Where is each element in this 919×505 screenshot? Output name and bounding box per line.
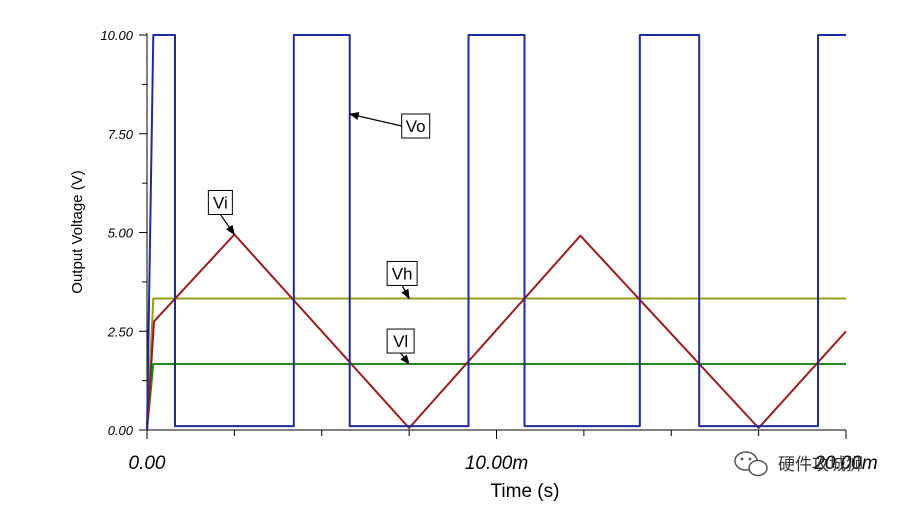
annotation-vl: Vl	[386, 328, 415, 365]
watermark: 硬件攻城狮	[734, 451, 863, 477]
axes: 0.00 2.50 5.00 7.50 10.00 0.00 10.00m 20.00m	[100, 28, 877, 474]
annotation-box	[401, 113, 431, 139]
annotation-vi: Vi	[207, 189, 235, 236]
y-tick-label: 2.50	[107, 324, 134, 339]
annotation-box	[386, 328, 415, 354]
watermark-text: 硬件攻城狮	[778, 455, 863, 475]
series-line-vl	[146, 363, 846, 431]
annotation-arrow	[219, 214, 235, 236]
annotation-arrow	[400, 352, 410, 365]
annotation-vo: Vo	[348, 112, 431, 139]
wechat-icon	[734, 451, 768, 477]
annotation-box	[386, 260, 418, 286]
x-tick-label: 10.00m	[465, 453, 528, 474]
y-tick-label: 10.00	[100, 28, 133, 43]
series-line-vi	[146, 233, 847, 431]
y-tick-label: 5.00	[108, 226, 134, 241]
series-line-vo	[146, 34, 846, 431]
x-axis-title: Time (s)	[491, 481, 560, 502]
series-layer	[146, 34, 847, 431]
annotation-label: Vi	[213, 193, 228, 212]
annotation-label: Vh	[392, 264, 413, 283]
annotation-vh: Vh	[386, 260, 418, 300]
y-axis-title: Output Voltage (V)	[69, 170, 86, 293]
annotation-label: Vo	[406, 117, 426, 136]
annotation-arrow	[401, 285, 410, 300]
annotation-arrow	[348, 112, 402, 127]
y-tick-label: 7.50	[108, 127, 134, 142]
x-tick-label: 20.00m	[813, 453, 877, 474]
y-tick-label: 0.00	[108, 423, 134, 438]
x-tick-label: 0.00	[129, 453, 166, 474]
annotation-layer: Vo Vi Vh Vl	[207, 112, 431, 365]
annotation-label: Vl	[393, 332, 408, 351]
annotation-box	[207, 189, 233, 215]
